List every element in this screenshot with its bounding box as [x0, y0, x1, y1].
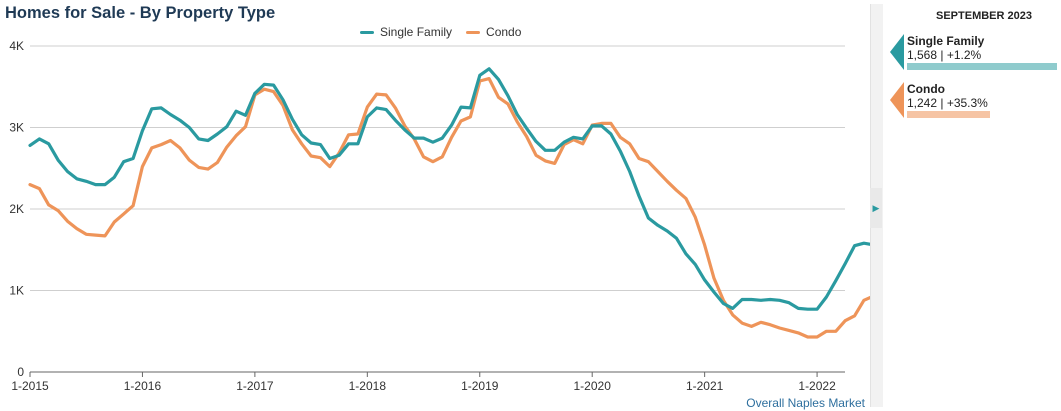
triangle-marker-icon: [890, 82, 904, 118]
x-tick-label: 1-2016: [124, 379, 162, 393]
source-note[interactable]: Overall Naples Market: [746, 396, 865, 410]
x-tick-label: 1-2020: [574, 379, 612, 393]
chevron-right-icon: ▶: [872, 202, 880, 213]
summary-card-stat: 1,242 | +35.3%: [907, 96, 988, 110]
y-tick-label: 4K: [9, 39, 24, 53]
summary-card-name: Condo: [907, 82, 945, 96]
y-tick-label: 2K: [9, 202, 24, 216]
x-tick-label: 1-2018: [349, 379, 387, 393]
x-tick-label: 1-2021: [686, 379, 724, 393]
x-tick-label: 1-2019: [461, 379, 499, 393]
chart-title: Homes for Sale - By Property Type: [5, 4, 276, 22]
summary-card-name: Single Family: [907, 34, 985, 48]
legend-item-condo[interactable]: Condo: [466, 25, 521, 39]
legend-swatch-condo: [466, 30, 481, 34]
legend-swatch-single-family: [360, 30, 374, 34]
line-chart: 0 1K 2K 3K 4K 1-2015 1-2016 1-2017 1-2018 1-2019 1…: [9, 39, 870, 393]
expand-panel-button[interactable]: ▶: [870, 188, 882, 228]
summary-panel: SEPTEMBER 2023 Single Family 1,568 | +1.…: [884, 0, 1061, 411]
summary-card-stat: 1,568 | +1.2%: [907, 48, 982, 62]
y-tick-label: 0: [17, 365, 24, 379]
summary-card-bar: [907, 111, 990, 118]
x-tick-label: 1-2022: [798, 379, 836, 393]
y-tick-label: 3K: [9, 121, 24, 135]
triangle-marker-icon: [890, 34, 904, 70]
x-tick-label: 1-2015: [11, 379, 49, 393]
series-line-single-family: [28, 67, 870, 311]
legend-item-single-family[interactable]: Single Family: [360, 25, 452, 39]
chart-legend: Single Family Condo: [360, 25, 521, 39]
summary-period: SEPTEMBER 2023: [936, 10, 1032, 22]
summary-card-bar: [907, 63, 1057, 70]
x-tick-label: 1-2017: [236, 379, 274, 393]
legend-label-single-family: Single Family: [380, 25, 453, 39]
legend-label-condo: Condo: [486, 25, 522, 39]
series-line-condo: [28, 76, 870, 339]
y-tick-label: 1K: [9, 284, 24, 298]
